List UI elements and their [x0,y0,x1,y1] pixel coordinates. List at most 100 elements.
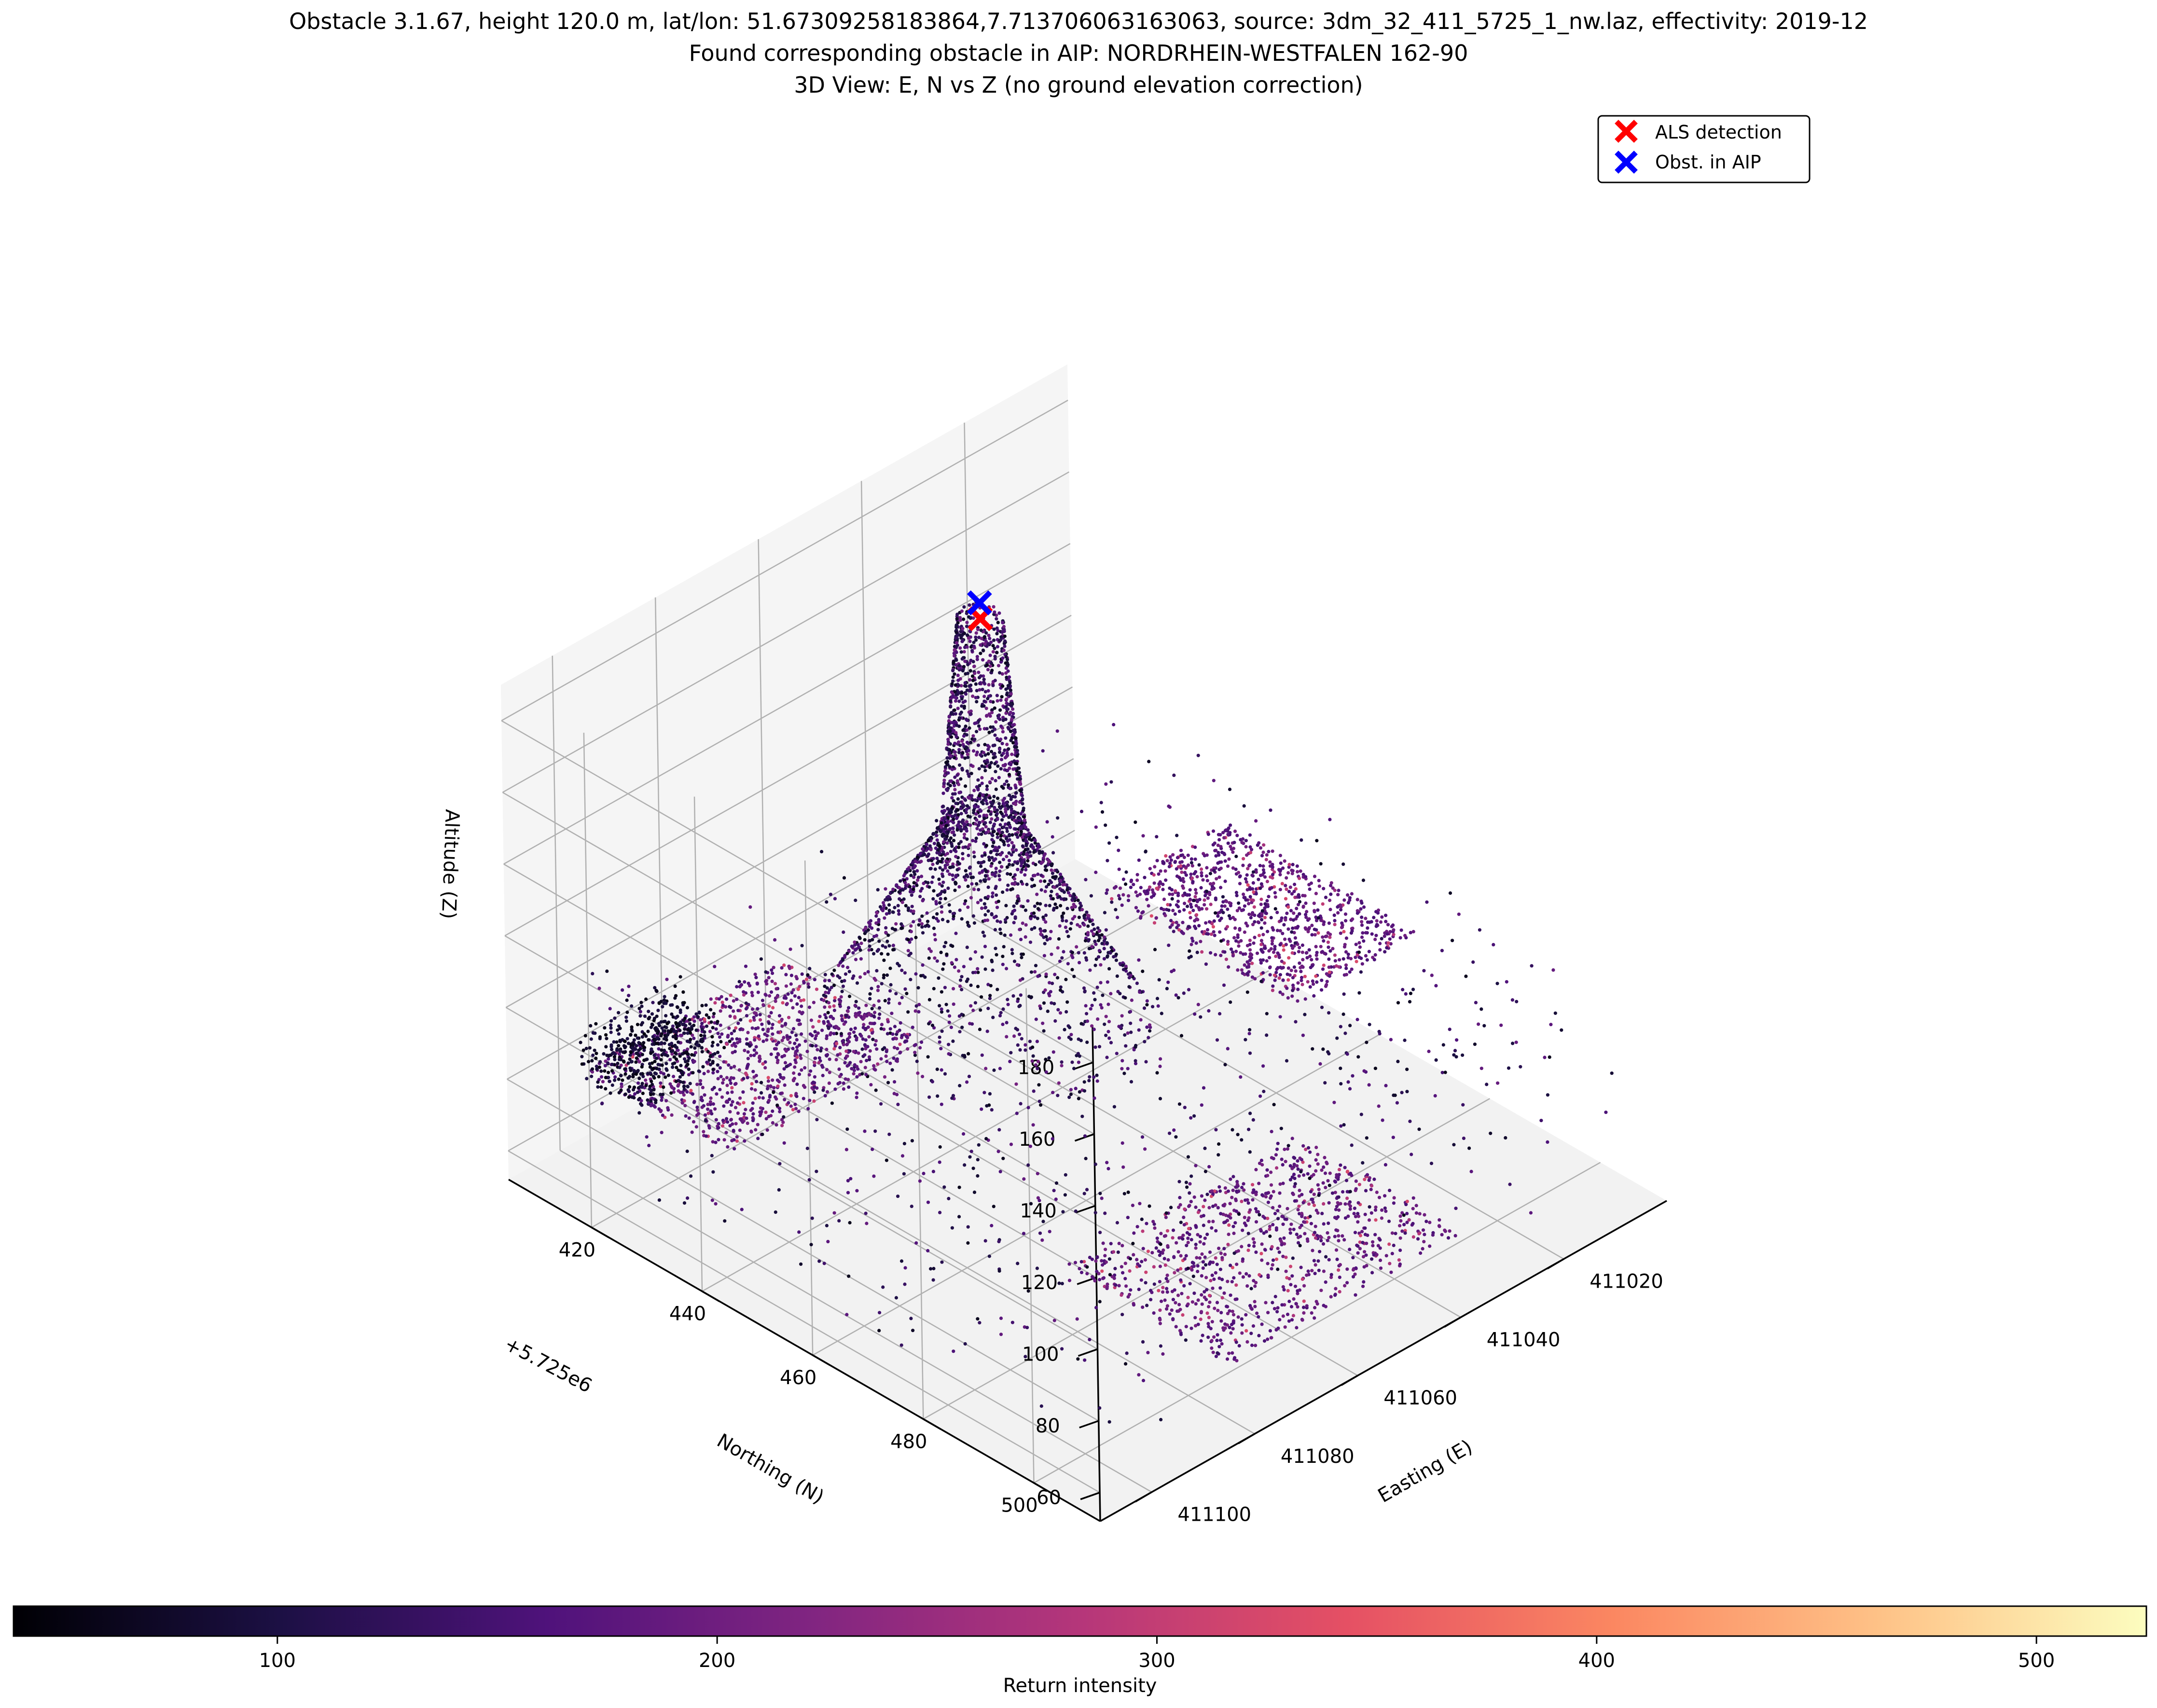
cloud-point [823,1013,827,1017]
cloud-point [984,631,988,635]
cloud-point [873,978,877,982]
cloud-point [730,1086,734,1090]
cloud-point [758,1113,762,1118]
cloud-point [1051,1050,1055,1054]
cloud-point [954,630,958,634]
cloud-point [1228,916,1232,920]
cloud-point [998,1067,1002,1070]
cloud-point [1258,958,1262,962]
cloud-point [1003,748,1007,752]
cloud-point [1287,1299,1291,1304]
cloud-point [1310,923,1314,928]
cloud-point [984,799,988,803]
cloud-point [947,719,951,723]
cloud-point [972,644,976,648]
cloud-point [1325,1162,1329,1166]
cloud-point [1233,926,1237,930]
cloud-point [1035,1040,1039,1043]
cloud-point [1078,925,1082,929]
cloud-point [1301,1201,1305,1205]
cloud-point [1142,1006,1147,1010]
gridline-z-left [501,720,1093,1063]
cloud-point [1015,750,1019,754]
cloud-point [1048,903,1051,907]
cloud-point [1327,970,1331,974]
cloud-point [1375,1253,1379,1257]
cloud-point [1378,1238,1382,1242]
cloud-point [954,875,958,879]
cloud-point [1009,807,1013,811]
cloud-point [719,995,723,999]
cloud-point [1305,1273,1309,1277]
cloud-point [1060,956,1064,960]
cloud-point [1042,1029,1046,1033]
cloud-point [1059,904,1063,908]
cloud-point [1313,1231,1317,1235]
cloud-point [1237,1344,1241,1348]
cloud-point [971,679,975,682]
axis-ticks [591,1061,1564,1503]
cloud-point [950,844,954,848]
cloud-point [945,952,949,956]
cloud-point [921,1075,925,1079]
cloud-point [876,928,880,931]
cloud-point [1246,867,1250,871]
cloud-point [900,1034,904,1038]
cloud-point [1115,1052,1119,1055]
cloud-point [1392,932,1396,936]
cloud-point [842,1087,845,1091]
cloud-point [1117,1241,1121,1246]
cloud-point [1085,1019,1090,1023]
cloud-point [1213,1189,1217,1193]
cloud-point [1045,885,1049,889]
gridline-z-right [508,830,1075,1152]
cloud-point [1130,998,1134,1002]
cloud-point [1280,1157,1284,1161]
cloud-point [1208,882,1213,886]
cloud-point [975,657,979,661]
cloud-point [836,1053,840,1057]
cloud-point [1117,1284,1121,1288]
cloud-point [920,875,924,878]
cloud-point [1112,1277,1116,1280]
cloud-point [1033,841,1037,845]
cloud-point [1351,1256,1355,1260]
cloud-point [1361,1241,1365,1245]
cloud-point [1023,908,1028,912]
cloud-point [1046,857,1050,861]
cloud-point [1159,869,1162,873]
cloud-point [1189,1326,1193,1330]
cloud-point [927,1022,931,1026]
cloud-point [781,1120,785,1124]
cloud-point [980,800,983,804]
cloud-point [1059,878,1063,882]
cloud-point [940,825,943,829]
cloud-point [1343,1284,1347,1288]
cloud-point [938,1040,941,1044]
cloud-point [1215,1338,1219,1342]
cloud-point [911,866,915,870]
cloud-point [1359,907,1363,911]
cloud-point [967,636,971,640]
cloud-point [1022,806,1025,810]
cloud-point [1263,946,1267,950]
cloud-point [1226,864,1230,868]
cloud-point [1110,897,1114,901]
cloud-point [1360,962,1364,966]
cloud-point [1199,886,1203,890]
cloud-point [870,926,874,930]
cloud-point [703,1113,707,1117]
z-tick [1076,1205,1096,1214]
cloud-point [705,1060,709,1064]
y-tick [923,1418,941,1430]
cloud-point [1166,1279,1170,1283]
cloud-point [1031,845,1035,849]
cloud-point [968,815,972,819]
cloud-point [1272,928,1275,932]
cloud-point [1281,1181,1285,1185]
cloud-point [941,868,945,872]
cloud-point [962,605,966,609]
cloud-point [1214,1203,1217,1207]
cloud-point [1004,813,1009,817]
cloud-point [1010,841,1014,845]
